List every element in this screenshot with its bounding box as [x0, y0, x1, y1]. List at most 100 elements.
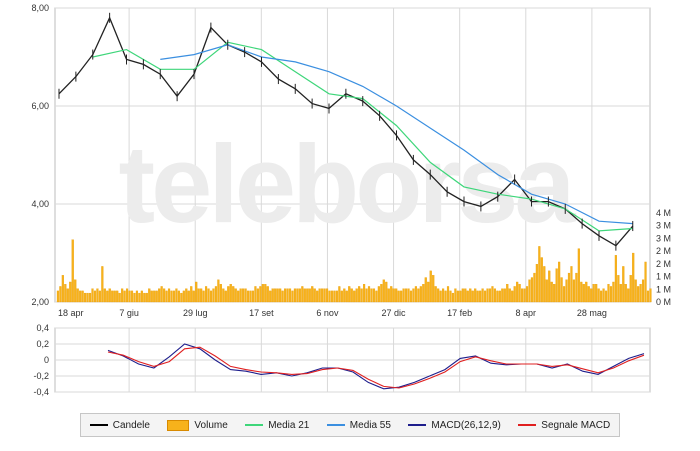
volume-bar	[454, 288, 457, 303]
x-tick-label: 6 nov	[316, 308, 339, 318]
volume-bar	[264, 284, 267, 303]
volume-bar	[597, 288, 600, 303]
volume-bar	[340, 290, 343, 303]
volume-bar	[404, 288, 408, 303]
macd-tick-label: -0,2	[33, 371, 49, 381]
volume-bar	[562, 286, 566, 303]
volume-bar	[508, 288, 511, 303]
volume-bar	[444, 290, 447, 303]
volume-bar	[518, 284, 521, 303]
legend-item: Volume	[167, 419, 228, 431]
volume-bar	[130, 290, 134, 303]
legend-swatch	[326, 424, 345, 426]
volume-bar	[79, 290, 82, 303]
volume-bar	[143, 292, 146, 303]
signal-series	[107, 346, 645, 389]
macd-tick-label: 0,2	[36, 339, 49, 349]
volume-bar	[375, 290, 378, 303]
volume-bar	[148, 288, 151, 303]
volume-bar	[249, 290, 252, 303]
volume-bar	[111, 290, 114, 303]
volume-bar	[400, 290, 403, 303]
volume-bar	[150, 290, 153, 303]
volume-bar	[607, 284, 610, 303]
volume-bar	[516, 281, 519, 303]
volume-bar	[474, 288, 477, 303]
volume-tick-label: 0 M	[656, 297, 671, 307]
volume-bar	[429, 270, 432, 303]
x-tick-label: 29 lug	[183, 308, 208, 318]
volume-bar	[528, 279, 531, 303]
volume-bar	[503, 288, 506, 303]
volume-bar	[619, 284, 622, 303]
volume-bar	[592, 284, 595, 303]
volume-bar	[575, 272, 578, 303]
volume-bar	[560, 277, 563, 303]
volume-bar	[600, 290, 603, 303]
volume-bar	[634, 279, 637, 303]
volume-bar	[200, 288, 203, 303]
volume-bar	[385, 281, 388, 303]
volume-bar	[113, 290, 116, 303]
volume-bar	[207, 288, 210, 303]
volume-bar	[276, 288, 279, 303]
volume-bar	[71, 239, 74, 303]
volume-bar	[348, 286, 351, 303]
volume-bar	[261, 284, 264, 303]
volume-bar	[242, 288, 245, 303]
volume-bar	[585, 281, 588, 303]
volume-bar	[325, 288, 329, 303]
volume-bar	[259, 286, 262, 303]
volume-bar	[456, 290, 459, 303]
volume-bar	[387, 288, 390, 303]
volume-bar	[520, 288, 524, 303]
volume-bar	[493, 288, 497, 303]
volume-bar	[350, 288, 353, 303]
volume-bar	[254, 286, 257, 303]
volume-bar	[587, 286, 590, 303]
volume-bar	[451, 292, 455, 303]
volume-bar	[432, 275, 435, 303]
volume-bar	[135, 290, 139, 303]
volume-bar	[125, 288, 129, 303]
volume-bar	[370, 288, 373, 303]
volume-bar	[358, 286, 361, 303]
macd-tick-label: 0,4	[36, 323, 49, 333]
volume-bar	[609, 286, 613, 303]
volume-bar	[409, 290, 413, 303]
volume-bar	[392, 288, 395, 303]
volume-bar	[496, 290, 499, 303]
volume-bar	[202, 290, 205, 303]
volume-bar	[469, 288, 472, 303]
volume-bar	[328, 290, 331, 303]
volume-tick-label: 4 M	[656, 208, 671, 218]
volume-bar	[646, 290, 650, 303]
volume-bar	[64, 284, 67, 303]
volume-bar	[163, 288, 166, 303]
volume-bar	[624, 284, 627, 303]
volume-bar	[446, 286, 450, 303]
legend-swatch	[245, 424, 264, 426]
volume-bar	[333, 290, 336, 303]
volume-tick-label: 1 M	[656, 284, 671, 294]
legend-item: Media 55	[326, 420, 391, 431]
volume-bar	[140, 290, 143, 303]
volume-bar	[86, 292, 89, 303]
volume-bar	[293, 288, 297, 303]
volume-bar	[232, 286, 235, 303]
volume-bar	[217, 279, 220, 303]
volume-bar	[471, 290, 474, 303]
x-tick-label: 8 apr	[516, 308, 537, 318]
volume-bar	[338, 286, 341, 303]
volume-bar	[402, 288, 405, 303]
volume-bar	[355, 288, 358, 303]
volume-bar	[91, 288, 94, 303]
volume-bar	[362, 284, 366, 303]
volume-bar	[96, 288, 99, 303]
volume-bar	[229, 284, 232, 303]
volume-bar	[533, 272, 536, 303]
volume-bar	[219, 284, 222, 303]
volume-bar	[543, 266, 546, 303]
volume-bar	[116, 290, 119, 303]
volume-bar	[182, 290, 185, 303]
